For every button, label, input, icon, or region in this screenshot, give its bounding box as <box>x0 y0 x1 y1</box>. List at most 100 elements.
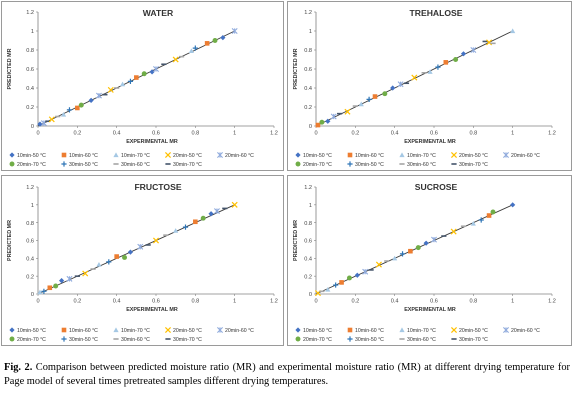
legend-label: 20min-60 °C <box>511 153 540 159</box>
legend-entry: 10min-50 °C <box>295 327 332 334</box>
y-tick-label: 1 <box>309 203 312 209</box>
legend-entry: 20min-70 °C <box>10 162 47 168</box>
x-tick-label: 1 <box>233 131 236 137</box>
data-point <box>510 202 515 207</box>
legend-label: 30min-50 °C <box>69 162 98 168</box>
x-tick-label: 1.2 <box>548 131 556 137</box>
legend-label: 20min-70 °C <box>303 337 332 343</box>
legend-label: 10min-50 °C <box>303 153 332 159</box>
y-tick-label: 1.2 <box>26 10 34 16</box>
legend-entry: 20min-50 °C <box>165 327 202 334</box>
legend-entry: 10min-50 °C <box>9 327 46 334</box>
x-tick-label: 0.4 <box>391 299 399 305</box>
x-axis-label: EXPERIMENTAL MR <box>404 139 456 145</box>
chart-trehalose: TREHALOSE 0 0.2 0.4 0.6 0.8 1 1.2 0 0.2 0.4 0.6 0.8 1… <box>293 8 556 168</box>
legend-marker <box>62 328 67 333</box>
legend-marker <box>217 152 222 157</box>
data-point <box>41 289 46 294</box>
y-tick-label: 1 <box>309 29 312 35</box>
legend-entry: 30min-70 °C <box>451 337 488 343</box>
x-tick-label: 0.6 <box>430 299 438 305</box>
chart-title: SUCROSE <box>415 182 458 192</box>
data-point <box>363 269 368 274</box>
y-axis-label: PREDICTED MR <box>293 220 299 261</box>
data-point <box>232 202 237 207</box>
legend-marker <box>503 152 508 157</box>
legend-marker <box>113 327 118 332</box>
data-point <box>333 282 338 287</box>
y-tick-label: 0.6 <box>26 239 34 245</box>
data-point <box>193 219 198 224</box>
legend-entry: 30min-50 °C <box>347 161 384 168</box>
data-point <box>193 46 198 51</box>
x-tick-label: 1 <box>511 131 514 137</box>
y-tick-label: 0.2 <box>304 274 312 280</box>
x-tick-label: 1.2 <box>270 131 278 137</box>
legend-label: 20min-50 °C <box>173 328 202 334</box>
legend-marker <box>347 161 352 166</box>
legend-label: 30min-60 °C <box>407 337 436 343</box>
legend-entry: 30min-50 °C <box>347 336 384 343</box>
y-tick-label: 0.8 <box>26 48 34 54</box>
y-tick-label: 0 <box>31 292 34 298</box>
x-tick-label: 0 <box>314 299 317 305</box>
data-point <box>208 211 213 216</box>
legend-entry: 20min-60 °C <box>217 152 254 159</box>
data-point <box>49 117 54 122</box>
x-tick-label: 1.2 <box>270 299 278 305</box>
data-point <box>319 120 324 125</box>
legend-marker <box>295 152 300 157</box>
legend-label: 20min-50 °C <box>459 328 488 334</box>
data-point <box>355 273 360 278</box>
legend-label: 30min-50 °C <box>355 162 384 168</box>
x-tick-label: 0.4 <box>113 299 121 305</box>
legend-label: 30min-60 °C <box>407 162 436 168</box>
legend-marker <box>348 153 353 158</box>
data-point <box>491 209 496 214</box>
x-tick-label: 0.8 <box>469 299 477 305</box>
legend-label: 10min-70 °C <box>121 328 150 334</box>
legend-entry: 30min-60 °C <box>399 162 436 168</box>
legend-marker <box>296 162 301 167</box>
y-tick-label: 1 <box>31 29 34 35</box>
legend-label: 20min-70 °C <box>303 162 332 168</box>
x-tick-label: 1 <box>233 299 236 305</box>
y-axis-label: PREDICTED MR <box>293 48 299 89</box>
data-point <box>142 71 147 76</box>
data-point <box>453 57 458 62</box>
legend-label: 20min-50 °C <box>459 153 488 159</box>
legend-entry: 20min-50 °C <box>451 152 488 159</box>
data-point <box>435 65 440 70</box>
legend-entry: 10min-50 °C <box>295 152 332 159</box>
legend-label: 20min-60 °C <box>511 328 540 334</box>
data-point <box>96 262 101 267</box>
x-tick-label: 0 <box>36 131 39 137</box>
legend-entry: 20min-70 °C <box>296 337 333 343</box>
y-tick-label: 1.2 <box>26 185 34 191</box>
legend-marker <box>503 327 508 332</box>
y-tick-label: 0.8 <box>26 221 34 227</box>
x-tick-label: 0.6 <box>430 131 438 137</box>
y-tick-label: 0.6 <box>26 67 34 73</box>
x-tick-label: 0.6 <box>152 299 160 305</box>
legend-marker <box>9 327 14 332</box>
legend-entry: 20min-70 °C <box>296 162 333 168</box>
legend-entry: 30min-70 °C <box>165 162 202 168</box>
legend-entry: 10min-60 °C <box>62 153 98 159</box>
data-point <box>53 284 58 289</box>
data-point <box>316 123 321 128</box>
legend-label: 10min-70 °C <box>121 153 150 159</box>
legend-label: 20min-60 °C <box>225 153 254 159</box>
chart-water: WATER00.20.40.60.811.20 0.2 0.4 0.6 0.8 1 1.2E… <box>7 8 278 168</box>
legend-label: 10min-50 °C <box>303 328 332 334</box>
y-tick-label: 1 <box>31 203 34 209</box>
data-point <box>347 275 352 280</box>
data-point <box>48 285 53 290</box>
legend-label: 20min-70 °C <box>17 337 46 343</box>
legend-entry: 30min-50 °C <box>61 161 98 168</box>
legend-marker <box>451 327 456 332</box>
x-tick-label: 0.2 <box>73 131 81 137</box>
legend-label: 30min-50 °C <box>69 337 98 343</box>
legend-marker <box>295 327 300 332</box>
